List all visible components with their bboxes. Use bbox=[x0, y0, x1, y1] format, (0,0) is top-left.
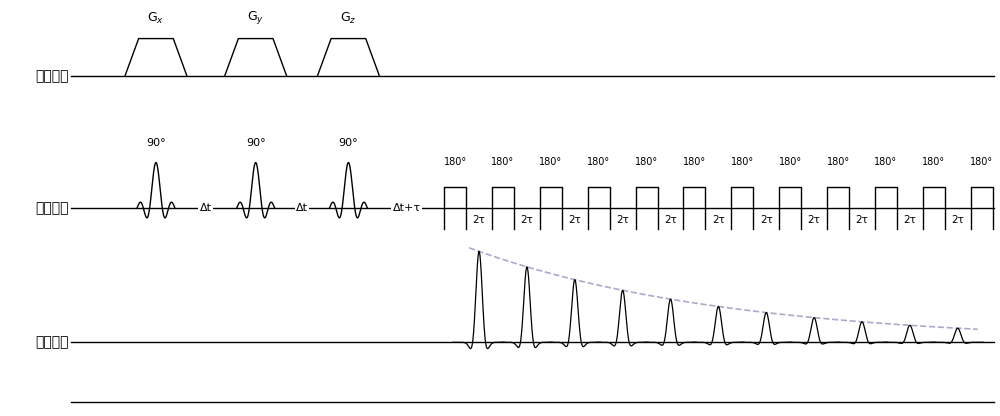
Text: G$_z$: G$_z$ bbox=[340, 11, 357, 26]
Text: 信号采集: 信号采集 bbox=[36, 335, 69, 349]
Text: 180°: 180° bbox=[539, 157, 562, 167]
Text: 90°: 90° bbox=[246, 138, 265, 148]
Text: 2τ: 2τ bbox=[664, 215, 677, 225]
Text: Δt+τ: Δt+τ bbox=[393, 203, 421, 213]
Text: 2τ: 2τ bbox=[951, 215, 964, 225]
Text: 2τ: 2τ bbox=[808, 215, 821, 225]
Text: 180°: 180° bbox=[444, 157, 467, 167]
Text: 90°: 90° bbox=[146, 138, 166, 148]
Text: 180°: 180° bbox=[874, 157, 897, 167]
Text: 2τ: 2τ bbox=[760, 215, 773, 225]
Text: Δt: Δt bbox=[296, 203, 308, 213]
Text: 180°: 180° bbox=[683, 157, 706, 167]
Text: 2τ: 2τ bbox=[712, 215, 725, 225]
Text: 2τ: 2τ bbox=[616, 215, 629, 225]
Text: 180°: 180° bbox=[491, 157, 515, 167]
Text: 180°: 180° bbox=[731, 157, 754, 167]
Text: 2τ: 2τ bbox=[856, 215, 868, 225]
Text: 180°: 180° bbox=[635, 157, 658, 167]
Text: 180°: 180° bbox=[587, 157, 610, 167]
Text: 180°: 180° bbox=[922, 157, 945, 167]
Text: 2τ: 2τ bbox=[903, 215, 916, 225]
Text: 180°: 180° bbox=[779, 157, 802, 167]
Text: 180°: 180° bbox=[970, 157, 993, 167]
Text: 90°: 90° bbox=[339, 138, 358, 148]
Text: Δt: Δt bbox=[200, 203, 212, 213]
Text: 选层梯度: 选层梯度 bbox=[36, 69, 69, 83]
Text: 2τ: 2τ bbox=[568, 215, 581, 225]
Text: 2τ: 2τ bbox=[473, 215, 485, 225]
Text: G$_y$: G$_y$ bbox=[247, 9, 264, 26]
Text: 2τ: 2τ bbox=[520, 215, 533, 225]
Text: 180°: 180° bbox=[826, 157, 850, 167]
Text: G$_x$: G$_x$ bbox=[147, 11, 164, 26]
Text: 射频脉冲: 射频脉冲 bbox=[36, 201, 69, 215]
